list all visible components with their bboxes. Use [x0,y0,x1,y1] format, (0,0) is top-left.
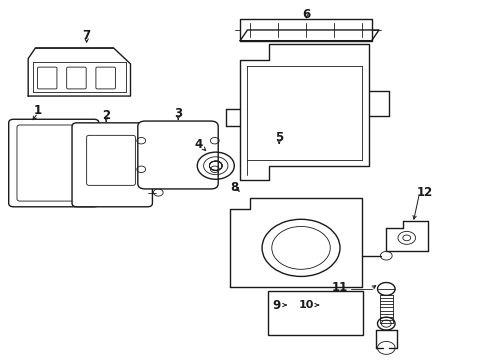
FancyBboxPatch shape [9,119,99,207]
Text: 10: 10 [298,300,314,310]
Text: 7: 7 [83,29,91,42]
FancyBboxPatch shape [72,123,152,207]
Text: 6: 6 [302,9,311,22]
FancyBboxPatch shape [37,67,57,89]
Bar [269,291,364,336]
FancyBboxPatch shape [17,125,91,201]
FancyBboxPatch shape [138,121,218,189]
Text: 11: 11 [332,281,348,294]
Text: 1: 1 [34,104,42,117]
Text: 5: 5 [275,131,283,144]
FancyBboxPatch shape [67,67,86,89]
Text: 8: 8 [230,181,239,194]
Text: 12: 12 [417,186,433,199]
Text: 2: 2 [102,109,110,122]
FancyBboxPatch shape [96,67,116,89]
Text: 9: 9 [272,298,281,311]
FancyBboxPatch shape [87,135,135,185]
Text: 4: 4 [195,139,203,152]
Text: 3: 3 [174,107,182,120]
